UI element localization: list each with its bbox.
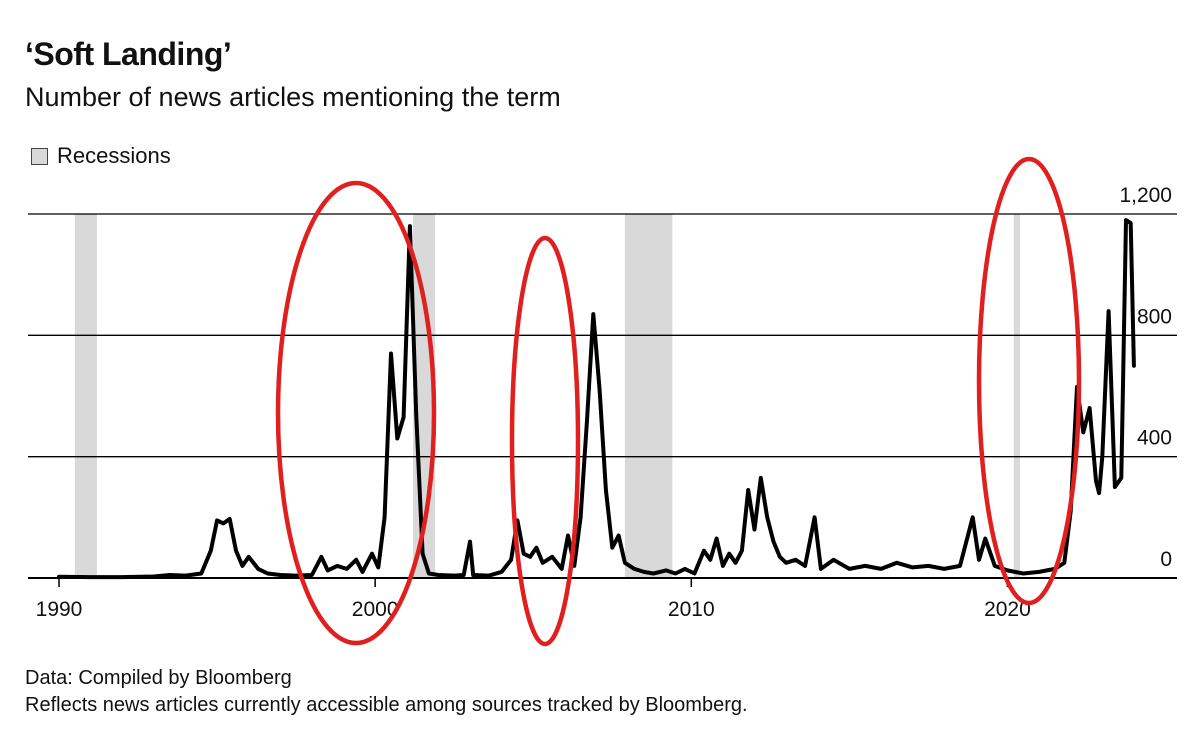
- y-tick-label: 400: [1137, 427, 1172, 450]
- y-tick-label: 800: [1137, 305, 1172, 328]
- y-tick-labels: 0 400 800 1,200: [1119, 184, 1172, 571]
- legend: Recessions: [31, 143, 171, 169]
- recession-band-0: [74, 214, 97, 578]
- y-tick-label: 0: [1160, 548, 1172, 571]
- footnote: Reflects news articles currently accessi…: [25, 694, 748, 716]
- recession-band-3: [1013, 214, 1021, 578]
- chart-title: ‘Soft Landing’: [25, 36, 232, 72]
- annotation-circle-1: [509, 235, 581, 647]
- legend-swatch-recessions: [31, 147, 48, 165]
- recession-band-2: [624, 214, 673, 578]
- annotation-circle-0: [275, 180, 437, 646]
- series: [57, 218, 1136, 580]
- source-note: Data: Compiled by Bloomberg: [25, 667, 292, 689]
- series-line-0: [57, 218, 1136, 580]
- legend-label-recessions: Recessions: [57, 143, 171, 168]
- x-tick-label: 2020: [984, 598, 1031, 621]
- x-tick-label: 1990: [36, 598, 83, 621]
- annotation-circles: [275, 156, 1082, 647]
- x-tick-label: 2010: [668, 598, 715, 621]
- gridlines: [28, 213, 1177, 579]
- annotation-circle-2: [976, 156, 1082, 606]
- x-tick-label: 2000: [352, 598, 399, 621]
- x-tick-labels: 1990 2000 2010 2020: [36, 578, 1031, 621]
- y-tick-label: 1,200: [1119, 184, 1172, 207]
- chart-subtitle: Number of news articles mentioning the t…: [25, 82, 561, 112]
